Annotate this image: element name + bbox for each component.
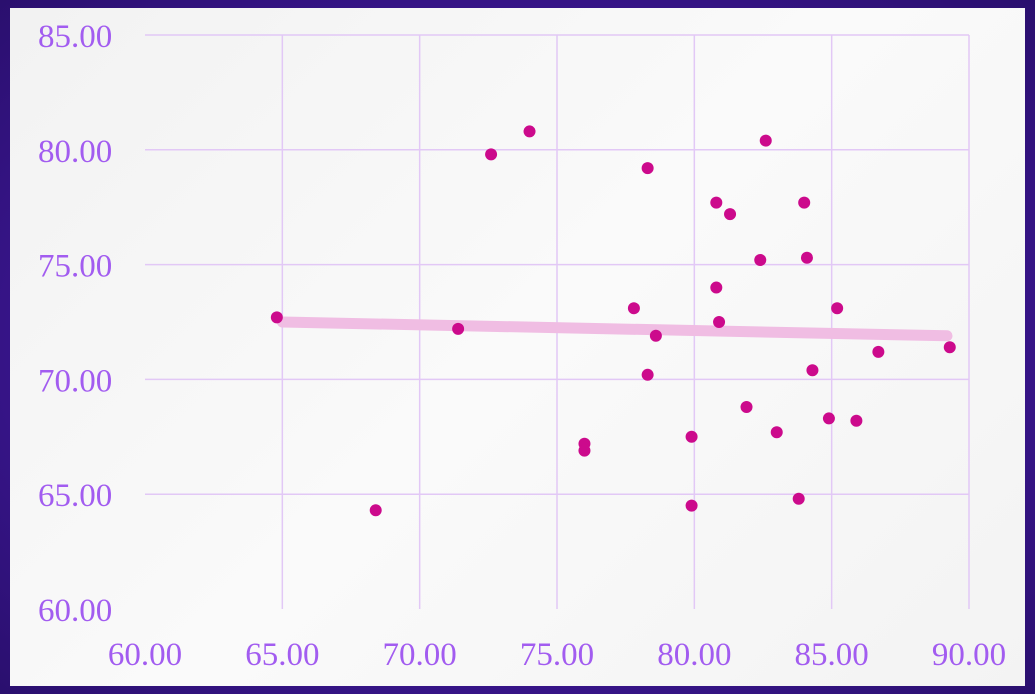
chart-panel (10, 8, 1025, 686)
data-point-7 (627, 302, 640, 315)
x-tick-label-0: 60.00 (108, 637, 182, 673)
y-tick-label-4: 80.00 (38, 134, 112, 170)
data-point-24 (806, 364, 819, 377)
data-point-28 (872, 345, 885, 358)
x-tick-label-1: 65.00 (245, 637, 319, 673)
data-point-11 (685, 430, 698, 443)
y-tick-label-1: 65.00 (38, 478, 112, 514)
data-point-3 (485, 148, 498, 161)
data-point-17 (740, 400, 753, 413)
trendline-layer (276, 316, 953, 342)
data-point-22 (798, 196, 811, 209)
x-tick-label-3: 75.00 (520, 637, 594, 673)
data-point-18 (754, 254, 767, 267)
data-point-8 (641, 162, 654, 175)
data-point-16 (724, 208, 737, 221)
data-point-20 (770, 426, 783, 439)
data-point-14 (710, 281, 723, 294)
data-point-1 (369, 504, 382, 517)
data-point-0 (270, 311, 283, 324)
x-tick-label-5: 85.00 (795, 637, 869, 673)
data-point-6 (578, 444, 591, 457)
grid-lines (145, 34, 970, 609)
data-point-25 (822, 412, 835, 425)
y-tick-label-5: 85.00 (38, 19, 112, 55)
x-axis-ticks: 60.00 65.00 70.00 75.00 80.00 85.00 90.00 (108, 637, 1006, 673)
data-points (270, 125, 956, 517)
x-tick-label-6: 90.00 (932, 637, 1006, 673)
y-tick-label-0: 60.00 (38, 593, 112, 629)
y-tick-label-3: 75.00 (38, 249, 112, 285)
data-point-4 (523, 125, 536, 138)
data-point-2 (452, 322, 465, 335)
data-point-29 (943, 341, 956, 354)
data-point-12 (685, 499, 698, 512)
data-point-19 (759, 134, 772, 147)
x-tick-label-4: 80.00 (657, 637, 731, 673)
data-point-13 (710, 196, 723, 209)
data-point-9 (641, 368, 654, 381)
data-point-27 (850, 414, 863, 427)
y-tick-label-2: 70.00 (38, 363, 112, 399)
data-point-10 (649, 329, 662, 342)
y-axis-ticks: 60.00 65.00 70.00 75.00 80.00 85.00 (38, 19, 112, 629)
data-point-23 (800, 251, 813, 264)
trendline (276, 316, 953, 342)
data-point-15 (713, 316, 726, 328)
data-point-21 (792, 492, 805, 505)
x-tick-label-2: 70.00 (383, 637, 457, 673)
data-point-26 (831, 302, 844, 315)
